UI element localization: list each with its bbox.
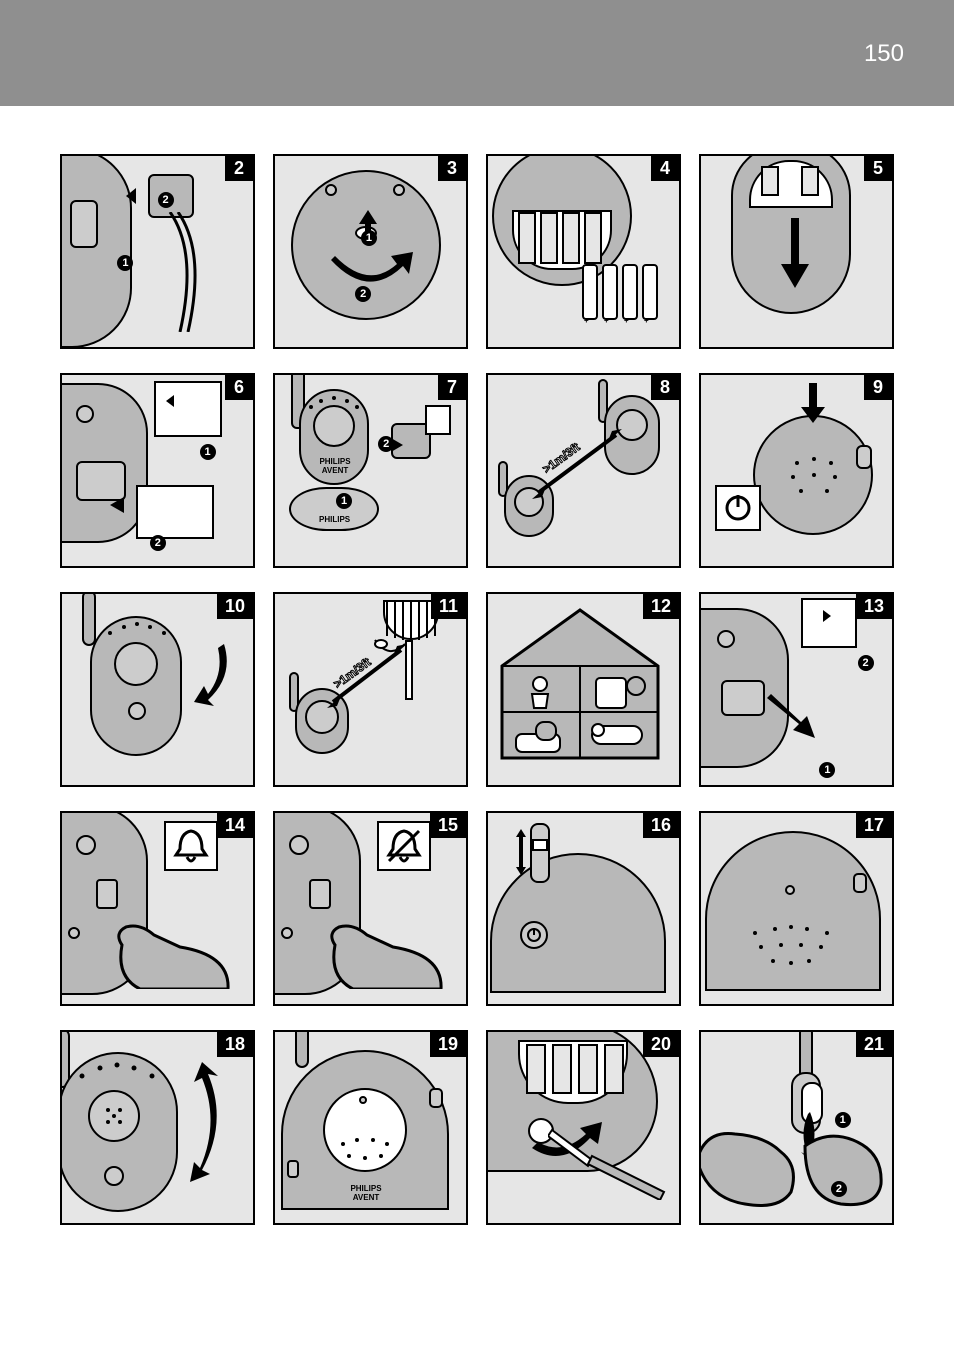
fig-number: 10 (217, 594, 253, 619)
fig-number: 2 (225, 156, 253, 181)
marker-1: 1 (819, 762, 835, 778)
marker-2: 2 (150, 535, 166, 551)
fig-cell-19: 19 PHILIPSAVENT (273, 1030, 468, 1225)
fig-cell-18: 18 (60, 1030, 255, 1225)
fig-number: 9 (864, 375, 892, 400)
fig-number: 13 (856, 594, 892, 619)
fig-cell-20: 20 (486, 1030, 681, 1225)
marker-2: 2 (831, 1181, 847, 1197)
fig-cell-7: 7 PHILIPSAVENT PHILIPS 1 2 (273, 373, 468, 568)
fig-number: 12 (643, 594, 679, 619)
fig-cell-16: 16 (486, 811, 681, 1006)
fig-number: 14 (217, 813, 253, 838)
fig-cell-21: 21 1 2 (699, 1030, 894, 1225)
fig-cell-14: 14 (60, 811, 255, 1006)
fig-cell-13: 13 1 2 (699, 592, 894, 787)
figure-grid: 2 1 2 3 1 2 4 + + (0, 106, 954, 1285)
bell-off-icon (385, 827, 423, 865)
marker-1: 1 (200, 444, 216, 460)
fig-number: 15 (430, 813, 466, 838)
fig-number: 11 (431, 594, 466, 619)
fig-cell-6: 6 1 2 (60, 373, 255, 568)
fig-number: 6 (225, 375, 253, 400)
marker-2: 2 (858, 655, 874, 671)
power-icon (723, 493, 753, 523)
fig-number: 21 (856, 1032, 892, 1057)
fig-number: 5 (864, 156, 892, 181)
fig-cell-11: 11 >1m/3ft (273, 592, 468, 787)
fig-cell-9: 9 (699, 373, 894, 568)
marker-2: 2 (158, 192, 174, 208)
fig-cell-4: 4 + + + + (486, 154, 681, 349)
brand-label: PHILIPSAVENT (315, 457, 355, 475)
fig-number: 16 (643, 813, 679, 838)
fig-cell-2: 2 1 2 (60, 154, 255, 349)
fig-number: 18 (217, 1032, 253, 1057)
power-icon (526, 927, 542, 943)
fig-number: 3 (438, 156, 466, 181)
fig-number: 7 (438, 375, 466, 400)
fig-cell-15: 15 (273, 811, 468, 1006)
fig-number: 4 (651, 156, 679, 181)
brand-label: PHILIPSAVENT (341, 1184, 391, 1202)
fig-number: 8 (651, 375, 679, 400)
fig-cell-17: 17 (699, 811, 894, 1006)
fig-number: 17 (856, 813, 892, 838)
fig-cell-5: 5 (699, 154, 894, 349)
bell-icon (172, 827, 210, 865)
marker-1: 1 (835, 1112, 851, 1128)
marker-2: 2 (355, 286, 371, 302)
fig-cell-8: 8 >1m/3ft (486, 373, 681, 568)
fig-cell-10: 10 (60, 592, 255, 787)
fig-number: 20 (643, 1032, 679, 1057)
fig-cell-3: 3 1 2 (273, 154, 468, 349)
page-header: 150 (0, 0, 954, 106)
fig-cell-12: 12 (486, 592, 681, 787)
page-number: 150 (864, 40, 904, 67)
fig-number: 19 (430, 1032, 466, 1057)
